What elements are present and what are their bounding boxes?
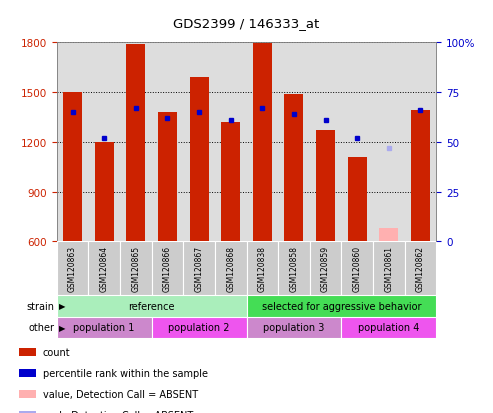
Bar bbox=[152, 242, 183, 295]
Text: selected for aggressive behavior: selected for aggressive behavior bbox=[262, 301, 421, 311]
Bar bbox=[19, 411, 36, 413]
Bar bbox=[341, 317, 436, 338]
Text: population 4: population 4 bbox=[358, 323, 420, 332]
Bar bbox=[19, 348, 36, 356]
Text: GSM120838: GSM120838 bbox=[258, 245, 267, 292]
Bar bbox=[380, 228, 398, 242]
Bar bbox=[183, 242, 215, 295]
Bar bbox=[19, 369, 36, 377]
Bar bbox=[57, 295, 246, 317]
Bar bbox=[411, 111, 430, 242]
Bar bbox=[246, 317, 341, 338]
Bar bbox=[284, 95, 304, 242]
Text: GSM120866: GSM120866 bbox=[163, 245, 172, 292]
Bar bbox=[57, 242, 88, 295]
Text: GSM120865: GSM120865 bbox=[131, 245, 141, 292]
Bar bbox=[278, 242, 310, 295]
Bar bbox=[126, 45, 145, 242]
Bar bbox=[405, 242, 436, 295]
Bar bbox=[316, 131, 335, 242]
Text: GSM120858: GSM120858 bbox=[289, 245, 298, 292]
Text: population 2: population 2 bbox=[168, 323, 230, 332]
Text: rank, Detection Call = ABSENT: rank, Detection Call = ABSENT bbox=[43, 410, 193, 413]
Text: value, Detection Call = ABSENT: value, Detection Call = ABSENT bbox=[43, 389, 198, 399]
Bar bbox=[221, 123, 240, 242]
Text: GSM120862: GSM120862 bbox=[416, 245, 425, 292]
Text: GSM120863: GSM120863 bbox=[68, 245, 77, 292]
Bar bbox=[348, 157, 367, 242]
Bar bbox=[189, 78, 209, 242]
Text: count: count bbox=[43, 347, 70, 357]
Text: GSM120867: GSM120867 bbox=[195, 245, 204, 292]
Bar bbox=[158, 113, 177, 242]
Text: percentile rank within the sample: percentile rank within the sample bbox=[43, 368, 208, 378]
Bar bbox=[63, 93, 82, 242]
Text: strain: strain bbox=[26, 301, 54, 311]
Bar bbox=[246, 295, 436, 317]
Text: GDS2399 / 146333_at: GDS2399 / 146333_at bbox=[174, 17, 319, 29]
Text: population 3: population 3 bbox=[263, 323, 324, 332]
Bar bbox=[19, 390, 36, 398]
Bar bbox=[120, 242, 152, 295]
Bar bbox=[215, 242, 246, 295]
Bar bbox=[88, 242, 120, 295]
Bar bbox=[95, 142, 113, 242]
Text: population 1: population 1 bbox=[73, 323, 135, 332]
Text: other: other bbox=[28, 323, 54, 332]
Text: GSM120868: GSM120868 bbox=[226, 245, 235, 292]
Bar bbox=[341, 242, 373, 295]
Text: GSM120864: GSM120864 bbox=[100, 245, 108, 292]
Bar bbox=[152, 317, 246, 338]
Bar bbox=[373, 242, 405, 295]
Text: GSM120859: GSM120859 bbox=[321, 245, 330, 292]
Bar bbox=[57, 317, 152, 338]
Text: reference: reference bbox=[128, 301, 175, 311]
Text: GSM120860: GSM120860 bbox=[352, 245, 362, 292]
Text: GSM120861: GSM120861 bbox=[385, 245, 393, 292]
Bar bbox=[310, 242, 341, 295]
Text: ▶: ▶ bbox=[59, 323, 66, 332]
Bar bbox=[246, 242, 278, 295]
Text: ▶: ▶ bbox=[59, 301, 66, 311]
Bar bbox=[253, 44, 272, 242]
